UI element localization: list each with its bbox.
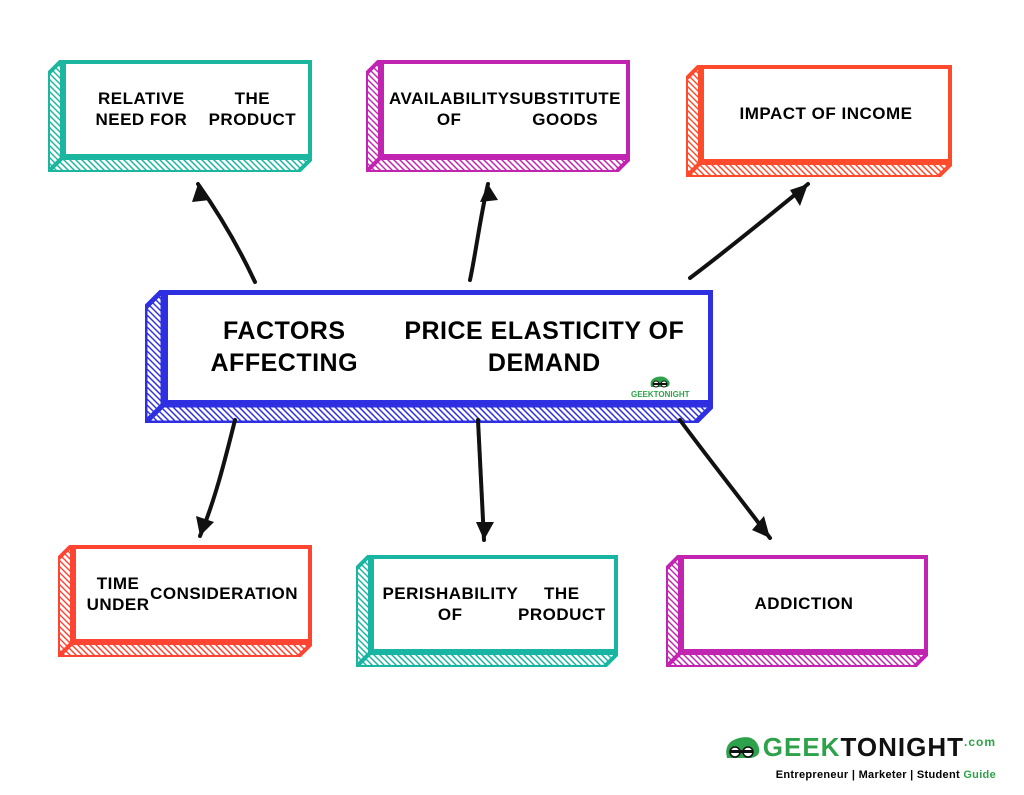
leaf-label: ADDICTION	[680, 555, 928, 653]
center-box: FACTORS AFFECTINGPRICE ELASTICITY OF DEM…	[163, 290, 713, 405]
leaf-time: TIME UNDERCONSIDERATION	[72, 545, 312, 643]
leaf-income: IMPACT OF INCOME	[700, 65, 952, 163]
leaf-label: AVAILABILITY OFSUBSTITUTE GOODS	[380, 60, 630, 158]
brand-a: GEEK	[763, 732, 841, 762]
leaf-label: IMPACT OF INCOME	[700, 65, 952, 163]
brand-name: GEEKTONIGHT.com	[721, 732, 996, 769]
brand-suffix: .com	[964, 735, 996, 749]
leaf-label: PERISHABILITY OFTHE PRODUCT	[370, 555, 618, 653]
geek-icon	[647, 373, 673, 389]
brand-tagline: Entrepreneur | Marketer | Student Guide	[721, 769, 996, 781]
leaf-substitutes: AVAILABILITY OFSUBSTITUTE GOODS	[380, 60, 630, 158]
leaf-label: TIME UNDERCONSIDERATION	[72, 545, 312, 643]
diagram-canvas: FACTORS AFFECTINGPRICE ELASTICITY OF DEM…	[0, 0, 1024, 795]
leaf-perishability: PERISHABILITY OFTHE PRODUCT	[370, 555, 618, 653]
center-watermark: GEEKTONIGHT	[631, 373, 690, 399]
leaf-relative-need: RELATIVE NEED FORTHE PRODUCT	[62, 60, 312, 158]
brand-b: TONIGHT	[840, 732, 964, 762]
center-watermark-text: GEEKTONIGHT	[631, 390, 690, 399]
brand-icon	[721, 732, 761, 769]
leaf-addiction: ADDICTION	[680, 555, 928, 653]
leaf-label: RELATIVE NEED FORTHE PRODUCT	[62, 60, 312, 158]
brand-footer: GEEKTONIGHT.com Entrepreneur | Marketer …	[721, 732, 996, 781]
